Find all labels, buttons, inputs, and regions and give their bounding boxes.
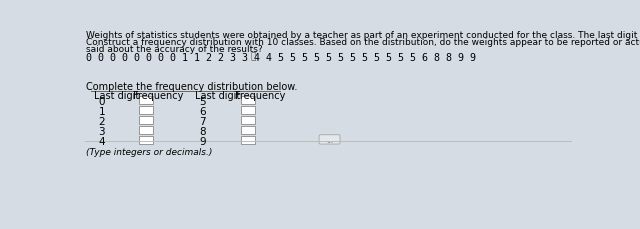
Bar bbox=[139, 107, 153, 114]
Text: 3: 3 bbox=[99, 126, 105, 136]
Text: 6: 6 bbox=[199, 106, 206, 116]
Text: 8: 8 bbox=[199, 126, 206, 136]
Bar bbox=[139, 137, 153, 144]
Text: 4: 4 bbox=[99, 136, 105, 146]
Text: Frequency: Frequency bbox=[235, 90, 285, 100]
Bar bbox=[139, 97, 153, 104]
Text: Last digit: Last digit bbox=[195, 90, 240, 100]
Bar bbox=[241, 127, 255, 134]
Bar bbox=[241, 97, 255, 104]
Text: ⧉: ⧉ bbox=[250, 52, 256, 61]
Text: Construct a frequency distribution with 10 classes. Based on the distribution, d: Construct a frequency distribution with … bbox=[86, 38, 640, 47]
Bar bbox=[139, 117, 153, 124]
Bar bbox=[241, 117, 255, 124]
Text: Frequency: Frequency bbox=[132, 90, 183, 100]
Bar bbox=[139, 127, 153, 134]
Text: 1: 1 bbox=[99, 106, 105, 116]
Text: ...: ... bbox=[326, 135, 333, 144]
Text: (Type integers or decimals.): (Type integers or decimals.) bbox=[86, 147, 212, 156]
Text: 0: 0 bbox=[99, 96, 105, 106]
Bar bbox=[241, 137, 255, 144]
Text: 0 0 0 0 0 0 0 0 1 1 2 2 3 3 4 4 5 5 5 5 5 5 5 5 5 5 5 5 6 8 8 9 9: 0 0 0 0 0 0 0 0 1 1 2 2 3 3 4 4 5 5 5 5 … bbox=[86, 53, 476, 63]
Text: 5: 5 bbox=[199, 96, 206, 106]
Text: 9: 9 bbox=[199, 136, 206, 146]
Text: Last digit: Last digit bbox=[94, 90, 140, 100]
Text: 7: 7 bbox=[199, 116, 206, 126]
Text: 2: 2 bbox=[99, 116, 105, 126]
FancyBboxPatch shape bbox=[319, 135, 340, 144]
Text: Weights of statistics students were obtained by a teacher as part of an experime: Weights of statistics students were obta… bbox=[86, 31, 640, 40]
Bar bbox=[241, 107, 255, 114]
Text: said about the accuracy of the results?: said about the accuracy of the results? bbox=[86, 45, 263, 54]
Text: Complete the frequency distribution below.: Complete the frequency distribution belo… bbox=[86, 82, 298, 92]
